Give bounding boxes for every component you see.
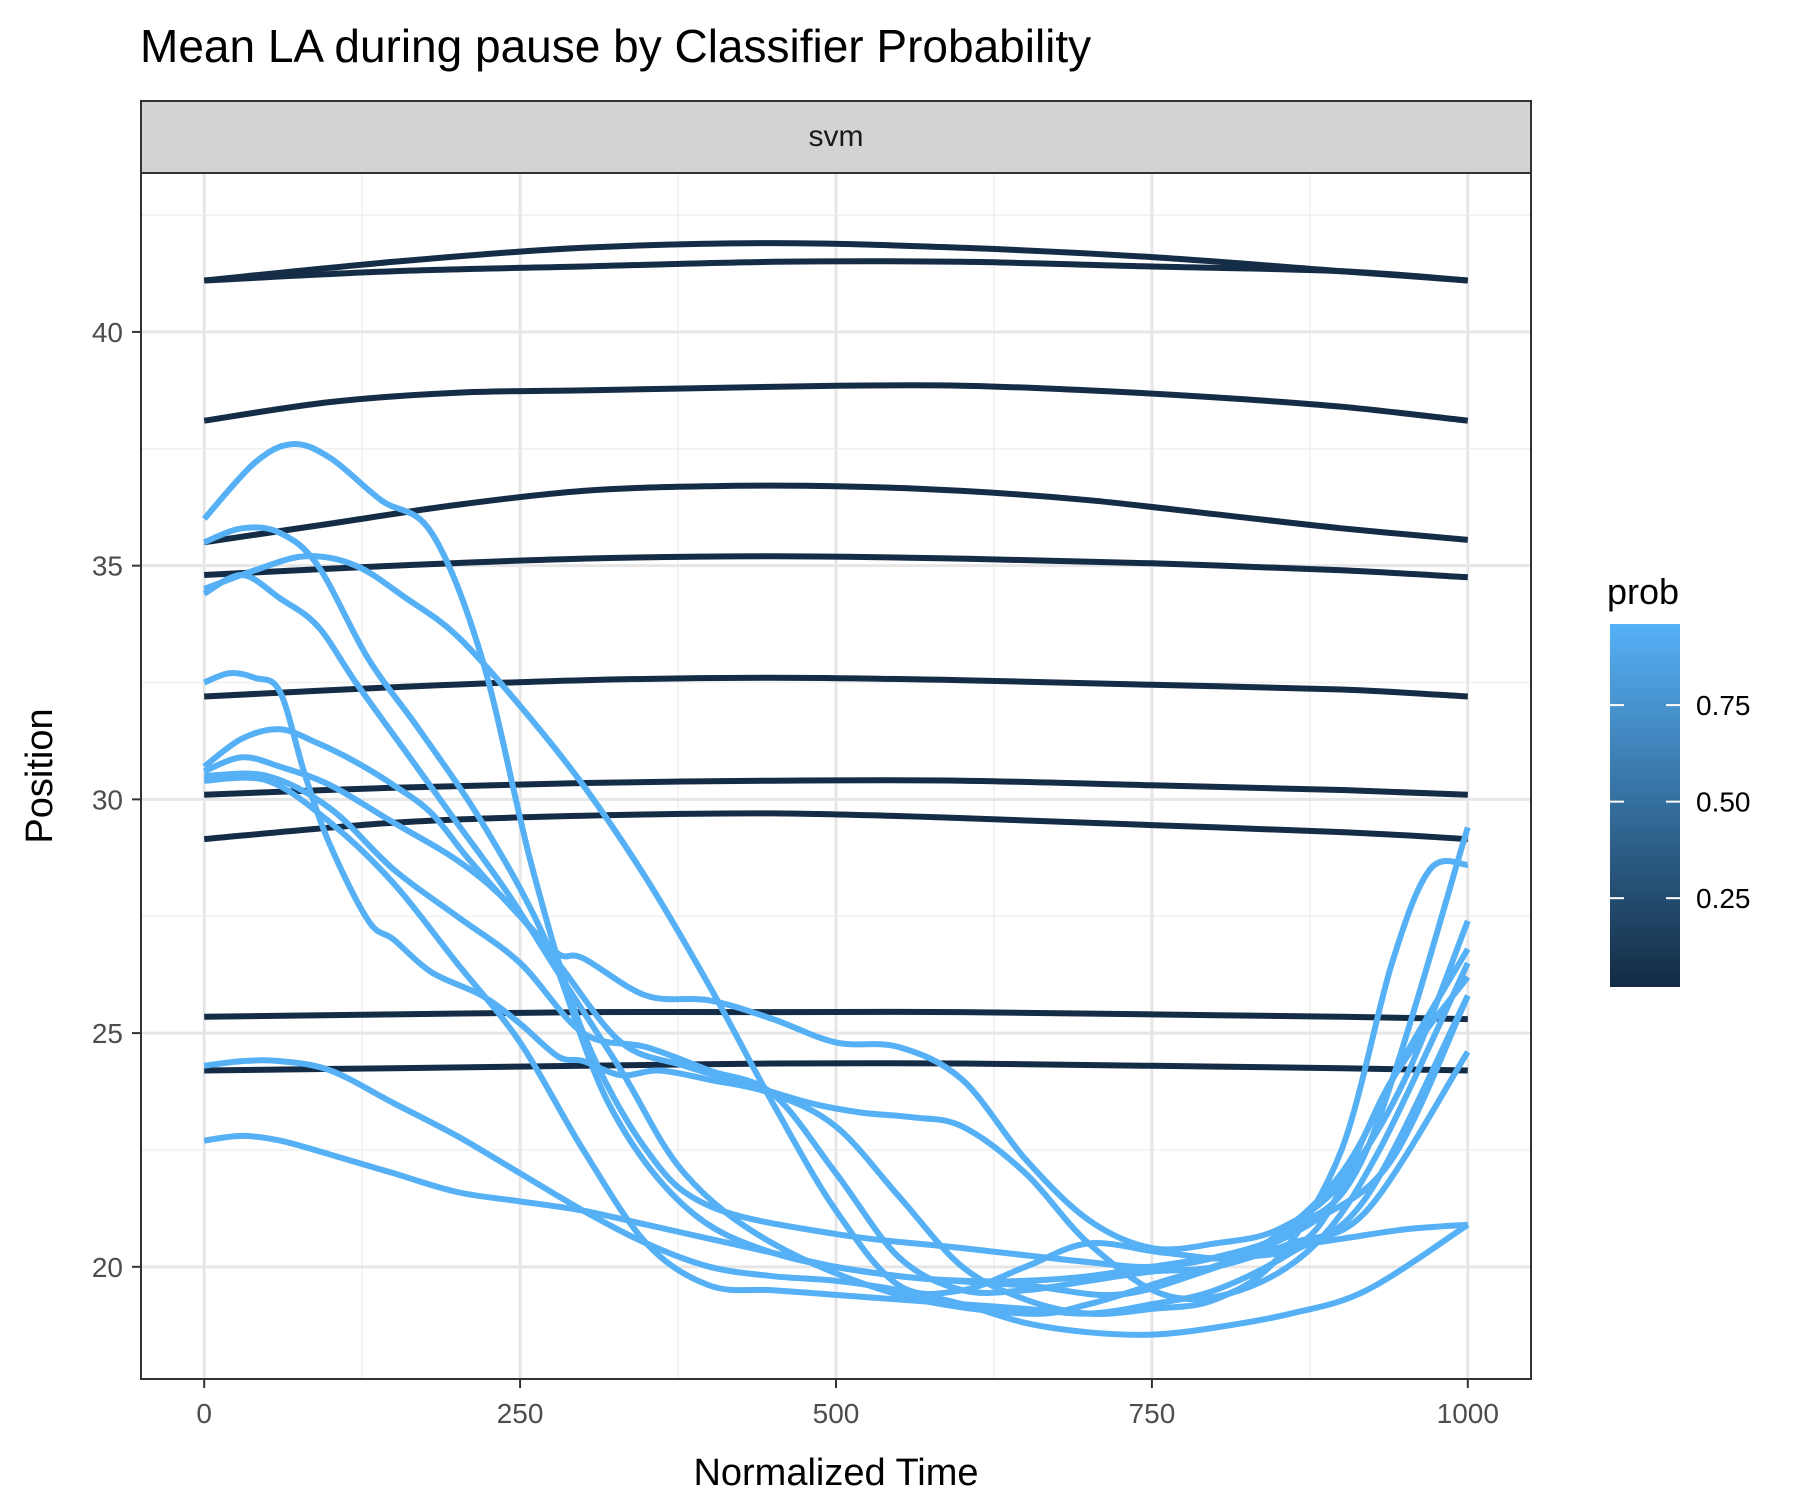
legend-tick-label: 0.50 xyxy=(1696,787,1751,818)
series-line-4 xyxy=(203,482,1469,546)
series-line-6 xyxy=(204,674,1468,700)
chart-title: Mean LA during pause by Classifier Proba… xyxy=(140,20,1091,72)
facet-label: svm xyxy=(809,120,864,153)
series-line-8 xyxy=(203,810,1468,843)
x-axis-title: Normalized Time xyxy=(693,1452,978,1494)
series-line-18 xyxy=(204,770,1471,1296)
series-line-7 xyxy=(204,777,1468,798)
series-lines xyxy=(201,240,1471,1338)
legend-ticks: 0.25 0.50 0.75 xyxy=(1610,690,1751,914)
y-axis-title: Position xyxy=(19,708,61,843)
x-tick-label: 750 xyxy=(1129,1398,1176,1429)
series-line-5 xyxy=(204,553,1468,581)
x-tick-label: 1000 xyxy=(1437,1398,1499,1429)
legend-colorbar xyxy=(1610,624,1680,987)
series-line-10 xyxy=(204,1060,1468,1074)
x-axis: 0 250 500 750 1000 xyxy=(196,1379,1499,1429)
series-line-2 xyxy=(204,258,1469,284)
y-tick-label: 35 xyxy=(92,551,123,582)
series-line-16 xyxy=(202,726,1471,1253)
y-tick-label: 30 xyxy=(92,784,123,815)
series-line-15 xyxy=(203,670,1469,1317)
legend: prob 0.25 0.50 0.75 xyxy=(1607,571,1751,987)
series-line-9 xyxy=(204,1008,1468,1023)
x-tick-label: 250 xyxy=(497,1398,544,1429)
series-line-21 xyxy=(203,1132,1469,1285)
series-line-19 xyxy=(204,774,1471,1317)
series-line-17 xyxy=(203,754,1471,1303)
series-line-20 xyxy=(203,1057,1470,1338)
series-line-12 xyxy=(203,524,1471,1299)
y-tick-label: 40 xyxy=(92,317,123,348)
x-tick-label: 0 xyxy=(196,1398,212,1429)
legend-title: prob xyxy=(1607,571,1679,612)
series-line-3 xyxy=(203,382,1469,424)
legend-tick-label: 0.75 xyxy=(1696,690,1751,721)
facet-strip xyxy=(140,100,1532,174)
legend-tick-label: 0.25 xyxy=(1696,883,1751,914)
y-tick-label: 25 xyxy=(92,1018,123,1049)
y-axis: 20 25 30 35 40 xyxy=(92,317,141,1283)
y-tick-label: 20 xyxy=(92,1252,123,1283)
x-tick-label: 500 xyxy=(813,1398,860,1429)
